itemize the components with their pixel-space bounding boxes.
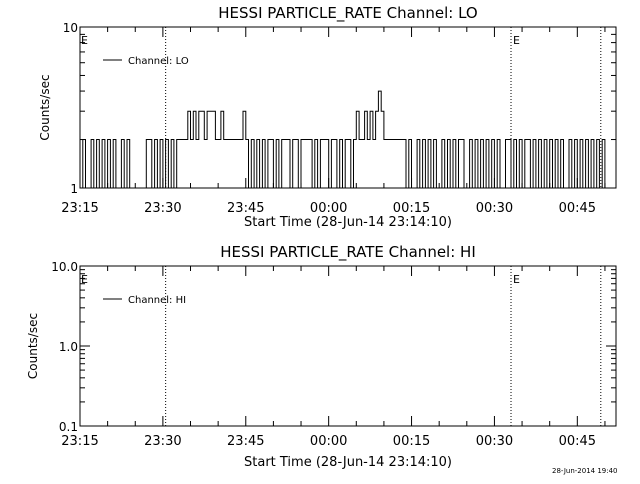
- panel-2-x-axis-label: Start Time (28-Jun-14 23:14:10): [244, 455, 452, 470]
- panel-1-y-axis-label: Counts/sec: [38, 74, 52, 140]
- panel-1-x-tick-label: 00:45: [559, 201, 596, 216]
- panel-2-x-tick-label: 23:15: [61, 434, 98, 449]
- timestamp: 28-Jun-2014 19:40: [552, 467, 618, 475]
- panel-1-y-tick-label: 1: [70, 182, 78, 196]
- panel-2-x-tick-label: 23:30: [144, 434, 181, 449]
- panel-1-legend-label: Channel: LO: [128, 56, 189, 67]
- panel-2-x-tick-label: 00:15: [393, 434, 430, 449]
- panel-2-y-tick-label: 0.1: [59, 420, 78, 434]
- panel-1-x-tick-label: 23:45: [227, 201, 264, 216]
- panel-2-y-axis-label: Counts/sec: [26, 313, 40, 379]
- panel-1-plot-frame: [79, 26, 617, 189]
- panel-1-x-axis-label: Start Time (28-Jun-14 23:14:10): [244, 215, 452, 230]
- panel-1-y-tick-label: 10: [63, 21, 78, 35]
- panel-1-x-tick-label: 23:30: [144, 201, 181, 216]
- panel-2-x-tick-label: 00:45: [559, 434, 596, 449]
- panel-1-x-tick-label: 23:15: [61, 201, 98, 216]
- panel-1-x-tick-label: 00:30: [476, 201, 513, 216]
- panel-2-plot-frame: [79, 265, 617, 427]
- panel-1-event-marker-e: E: [513, 34, 520, 47]
- panel-2-y-tick-label: 10.0: [51, 260, 78, 274]
- panel-2-x-tick-label: 00:30: [476, 434, 513, 449]
- panel-1-x-tick-label: 00:00: [310, 201, 347, 216]
- panel-2-legend-label: Channel: HI: [128, 295, 186, 306]
- panel-2-x-tick-label: 23:45: [227, 434, 264, 449]
- panel-1-x-tick-label: 00:15: [393, 201, 430, 216]
- panel-1-event-marker-e: E: [81, 34, 88, 47]
- panel-2-event-marker-e: E: [513, 273, 520, 286]
- panel-1-chart-title: HESSI PARTICLE_RATE Channel: LO: [218, 4, 477, 23]
- panel-2-y-tick-label: 1.0: [59, 340, 78, 354]
- panel-2-chart-title: HESSI PARTICLE_RATE Channel: HI: [220, 243, 476, 262]
- panel-2-x-tick-label: 00:00: [310, 434, 347, 449]
- panel-2-event-marker-e: E: [81, 273, 88, 286]
- panel-1-series-line: [80, 90, 608, 189]
